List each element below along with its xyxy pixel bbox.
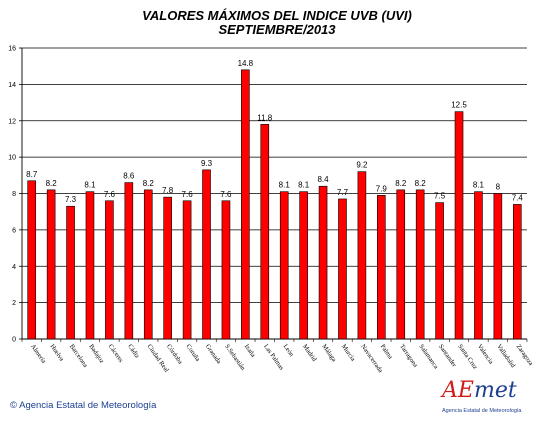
x-tick-label: Zaragoza (515, 343, 535, 367)
bar (105, 200, 114, 340)
data-label: 7.6 (182, 190, 194, 199)
x-tick-label: Palma (379, 343, 394, 360)
bar (202, 169, 211, 340)
y-tick-label: 2 (12, 300, 16, 307)
bar (435, 202, 444, 340)
data-label: 9.2 (356, 161, 368, 170)
data-label: 8.1 (298, 181, 310, 190)
data-label: 8.7 (26, 170, 38, 179)
data-label: 8.1 (279, 181, 291, 190)
data-label: 7.3 (65, 195, 77, 204)
bar (338, 198, 347, 340)
bar (454, 111, 464, 340)
data-label: 11.8 (257, 113, 273, 122)
bar (143, 189, 153, 340)
data-label: 7.9 (376, 184, 388, 193)
data-label: 8.2 (46, 179, 58, 188)
y-tick-label: 14 (8, 82, 16, 89)
x-tick-label: Salamanca (418, 343, 440, 370)
x-tick-label: Málaga (320, 343, 337, 363)
data-label: 7.6 (104, 190, 116, 199)
x-tick-label: Santa Cruz (456, 343, 478, 371)
chart-subtitle: SEPTIEMBRE/2013 (218, 22, 336, 37)
bar (66, 205, 75, 340)
bar (27, 180, 37, 340)
aemet-logo: AEmet Agencia Estatal de Meteorología (440, 378, 540, 418)
bar (357, 171, 367, 340)
bar (85, 191, 95, 340)
bar (279, 191, 289, 340)
x-tick-label: Barcelona (68, 343, 89, 369)
data-label: 8.2 (415, 179, 427, 188)
logo-word-b: met (473, 378, 517, 403)
data-label: 7.7 (337, 188, 349, 197)
x-tick-label: Granada (204, 343, 222, 365)
logo-subtitle: Agencia Estatal de Meteorología (442, 408, 522, 414)
bar (377, 195, 386, 340)
bar (512, 204, 522, 340)
x-tick-label: Almería (29, 343, 47, 365)
data-label: 8.1 (473, 181, 485, 190)
bar (46, 189, 56, 340)
x-tick-label: Santander (437, 343, 458, 369)
logo-wordmark: AEmet (442, 378, 517, 403)
data-label: 8.2 (395, 179, 407, 188)
bar (415, 189, 425, 340)
data-label: 12.5 (451, 101, 467, 110)
x-tick-label: Las Palmas (262, 343, 285, 372)
y-tick-label: 16 (8, 46, 16, 53)
y-tick-label: 4 (12, 264, 16, 271)
bar (318, 185, 328, 340)
bar (260, 124, 270, 340)
bar (124, 182, 134, 340)
bar (299, 191, 308, 340)
data-label: 7.8 (162, 186, 174, 195)
bar (241, 69, 250, 340)
bar (163, 196, 172, 340)
bars-layer (27, 69, 522, 340)
data-label: 9.3 (201, 159, 213, 168)
y-tick-label: 8 (12, 191, 16, 198)
logo-word-a: AE (442, 378, 474, 403)
x-tick-label: Tarragona (398, 343, 419, 369)
x-tick-label: Valencia (476, 343, 495, 365)
bar (396, 189, 406, 340)
x-tick-label: León (282, 343, 296, 359)
bar (474, 191, 483, 340)
data-label: 8.2 (143, 179, 155, 188)
x-tick-label: Cádiz (126, 343, 140, 360)
chart-title: VALORES MÁXIMOS DEL INDICE UVB (UVI) (142, 8, 412, 23)
data-label: 7.6 (220, 190, 232, 199)
x-tick-label: Valladolid (495, 343, 516, 370)
bar (182, 200, 192, 340)
bar (221, 200, 231, 340)
data-label: 8 (496, 183, 501, 192)
copyright-text: © Agencia Estatal de Meteorología (10, 400, 157, 411)
x-tick-label: Córdoba (165, 343, 184, 365)
bar (493, 193, 503, 340)
data-label: 7.4 (512, 193, 524, 202)
y-tick-label: 12 (8, 118, 16, 125)
data-label: 7.5 (434, 192, 446, 201)
x-tick-label: Coruña (184, 343, 201, 363)
y-tick-label: 0 (12, 337, 16, 344)
data-label: 8.6 (123, 172, 135, 181)
data-label: 8.1 (84, 181, 96, 190)
y-tick-label: 10 (8, 155, 16, 162)
x-tick-label: Murcia (340, 343, 357, 362)
x-tick-label: Huelva (48, 343, 65, 362)
data-label: 14.8 (238, 59, 254, 68)
x-tick-label: Madrid (301, 343, 318, 363)
x-tick-label: Izaña (243, 343, 257, 359)
data-label: 8.4 (317, 175, 329, 184)
x-tick-label: Badajoz (87, 343, 105, 365)
x-tick-label: Cáceres (107, 343, 125, 364)
y-tick-label: 6 (12, 227, 16, 234)
